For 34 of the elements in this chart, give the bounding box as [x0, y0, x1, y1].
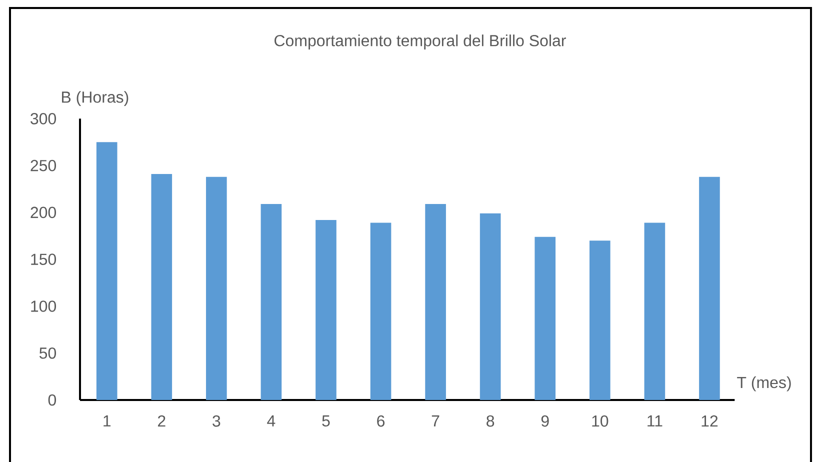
x-tick-label: 1 [104, 415, 111, 426]
bar [316, 220, 336, 400]
bar [699, 176, 720, 400]
y-tick-label: 50 [39, 347, 56, 359]
x-tick-label: 10 [592, 415, 608, 427]
y-tick-label: 0 [48, 394, 56, 406]
x-axis-title: T (mes) [737, 376, 791, 392]
chart-title: Comportamiento temporal del Brillo Solar [274, 34, 566, 50]
bar [151, 174, 172, 400]
x-tick-label: 6 [377, 415, 385, 427]
x-tick-label: 8 [486, 415, 494, 427]
x-tick-label: 12 [702, 415, 718, 427]
y-tick-label: 100 [31, 300, 56, 312]
bar [480, 213, 501, 400]
bar [370, 222, 392, 400]
x-tick-label: 4 [267, 415, 276, 426]
bar [534, 236, 556, 400]
bar [590, 240, 610, 400]
y-tick-label: 250 [30, 160, 56, 172]
y-axis-title: B (Horas) [62, 91, 128, 106]
bar [206, 176, 227, 400]
bar [96, 142, 118, 400]
y-tick-label: 200 [30, 206, 56, 218]
x-tick-label: 3 [212, 415, 220, 427]
bar [260, 204, 282, 400]
x-tick-label: 5 [322, 415, 330, 427]
x-tick-label: 7 [432, 415, 440, 426]
y-tick-label: 300 [30, 113, 56, 124]
x-tick-label: 2 [158, 415, 166, 427]
bar [425, 204, 446, 400]
bar [644, 222, 666, 400]
x-tick-label: 9 [541, 415, 549, 427]
x-tick-label: 11 [648, 415, 662, 426]
y-tick-label: 150 [31, 254, 56, 265]
